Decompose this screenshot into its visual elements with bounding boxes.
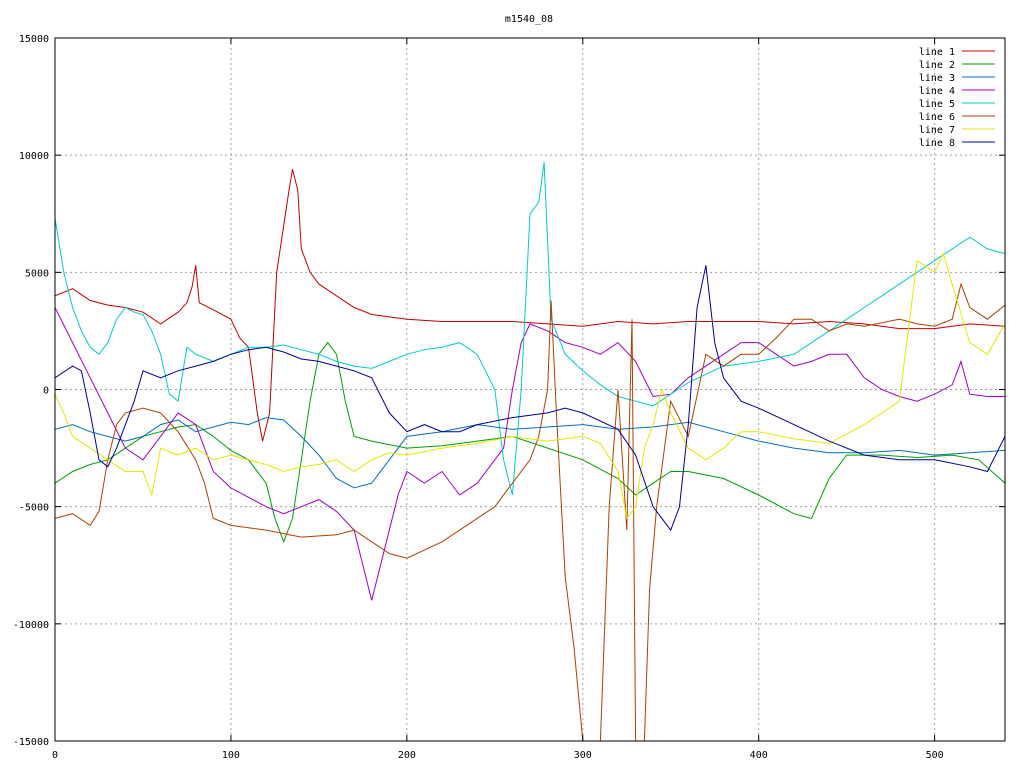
chart-title: m1540_08 — [505, 14, 553, 25]
series-line-1 — [55, 169, 1005, 442]
y-tick-label: 5000 — [25, 268, 49, 279]
legend-label: line 5 — [919, 99, 955, 110]
y-tick-label: -5000 — [19, 503, 49, 514]
y-tick-label: -15000 — [13, 737, 49, 748]
grid-lines — [55, 38, 1005, 741]
x-tick-label: 500 — [926, 750, 944, 761]
legend-label: line 3 — [919, 73, 955, 84]
x-tick-label: 400 — [750, 750, 768, 761]
legend-label: line 1 — [919, 47, 955, 58]
axis-ticks: 0 100 200 300 400 500 -15000 -10000 -5000 0 5000 10… — [13, 34, 1005, 761]
series-line-2 — [55, 341, 1005, 544]
plot-area — [55, 162, 1005, 741]
series-line-7 — [55, 252, 1005, 520]
x-tick-label: 100 — [222, 750, 240, 761]
x-tick-label: 0 — [52, 750, 58, 761]
legend-label: line 7 — [919, 125, 955, 136]
y-tick-label: -10000 — [13, 620, 49, 631]
series-line-6 — [55, 282, 1005, 741]
x-tick-label: 200 — [398, 750, 416, 761]
y-tick-label: 0 — [43, 386, 49, 397]
legend-label: line 6 — [919, 112, 955, 123]
y-tick-label: 15000 — [19, 34, 49, 45]
x-tick-label: 300 — [574, 750, 592, 761]
series-line-4 — [55, 307, 1005, 601]
series-line-8 — [55, 265, 1005, 532]
legend: line 1 line 2 line 3 line 4 line 5 line 6 line… — [919, 47, 995, 149]
legend-label: line 4 — [919, 86, 955, 97]
legend-label: line 8 — [919, 138, 955, 149]
series-line-3 — [55, 417, 1005, 489]
legend-label: line 2 — [919, 60, 955, 71]
series-line-5 — [55, 162, 1005, 496]
y-tick-label: 10000 — [19, 151, 49, 162]
